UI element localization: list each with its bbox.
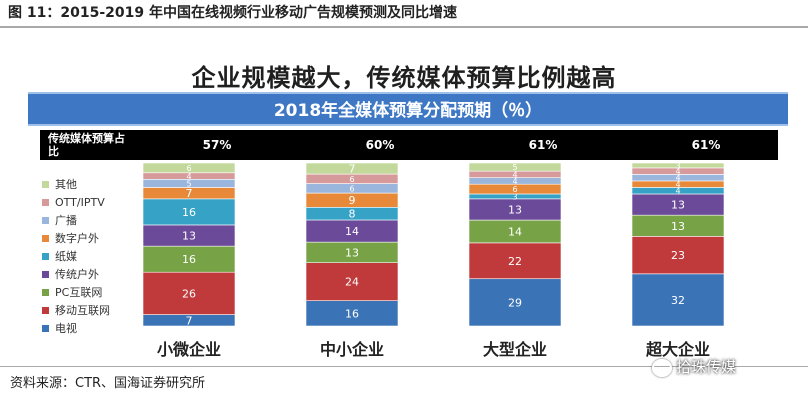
- bar-segment: [468, 278, 562, 327]
- bar-segment: [142, 162, 236, 174]
- bar-value-label: 4: [675, 167, 680, 176]
- bar-value-label: 8: [349, 208, 356, 221]
- bar-value-label: 7: [186, 187, 193, 200]
- bar-value-label: 6: [349, 175, 354, 184]
- bar-value-label: 13: [345, 246, 359, 259]
- ratio-value: 61%: [691, 138, 721, 152]
- bar-value-label: 14: [345, 225, 359, 238]
- bar-value-label: 16: [182, 206, 196, 219]
- bar-segment: [631, 162, 725, 169]
- legend-label: 纸媒: [55, 250, 77, 263]
- legend-swatch: [42, 216, 49, 224]
- bar-value-label: 9: [349, 194, 356, 207]
- category-label: 大型企业: [482, 340, 547, 359]
- bar-value-label: 23: [671, 249, 685, 262]
- legend-swatch: [42, 270, 49, 278]
- legend-swatch: [42, 324, 49, 332]
- legend-swatch: [42, 306, 49, 314]
- legend-label: PC互联网: [55, 286, 103, 299]
- bar-value-label: 14: [508, 225, 522, 238]
- title-divider: [0, 26, 808, 28]
- legend-item: 其他: [42, 176, 142, 194]
- bar-value-label: 4: [186, 172, 191, 181]
- wechat-icon: [652, 358, 672, 377]
- bar-value-label: 7: [349, 163, 356, 176]
- legend-swatch: [42, 180, 49, 188]
- legend-item: 传统户外: [42, 266, 142, 284]
- bar-value-label: 32: [671, 294, 685, 307]
- legend-label: 移动互联网: [55, 304, 110, 317]
- legend-item: OTT/IPTV: [42, 194, 142, 212]
- bar-segment: [468, 162, 562, 172]
- legend-label: 传统户外: [55, 268, 99, 281]
- bar-segment: [142, 198, 236, 226]
- bar-value-label: 13: [671, 199, 685, 212]
- legend-item: PC互联网: [42, 284, 142, 302]
- bar-segment: [142, 245, 236, 273]
- bar-segment: [305, 162, 399, 175]
- bar-value-label: 4: [675, 180, 680, 189]
- bar-segment: [631, 273, 725, 327]
- legend-item: 移动互联网: [42, 302, 142, 320]
- legend-item: 数字户外: [42, 230, 142, 248]
- ratio-value: 61%: [528, 138, 558, 152]
- bar-value-label: 13: [671, 220, 685, 233]
- chart-legend: 其他 OTT/IPTV 广播 数字户外 纸媒 传统户外 PC互联网 移动互联网 …: [42, 176, 142, 338]
- legend-swatch: [42, 198, 49, 206]
- figure-title: 图 11：2015-2019 年中国在线视频行业移动广告规模预测及同比增速: [8, 5, 457, 21]
- legend-label: OTT/IPTV: [55, 196, 105, 209]
- bar-value-label: 4: [675, 187, 680, 196]
- bar-value-label: 5: [512, 163, 517, 172]
- legend-label: 广播: [55, 214, 77, 227]
- bar-value-label: 4: [675, 174, 680, 183]
- bar-value-label: 6: [512, 185, 517, 194]
- bar-value-label: 13: [508, 203, 522, 216]
- bar-value-label: 4: [512, 177, 517, 186]
- ratio-label: 传统媒体预算占比: [48, 132, 125, 158]
- bar-value-label: 3: [512, 192, 517, 201]
- legend-swatch: [42, 288, 49, 296]
- bar-value-label: 26: [182, 287, 196, 300]
- chart-title-banner: 2018年全媒体预算分配预期（％）: [28, 92, 788, 126]
- legend-item: 广播: [42, 212, 142, 230]
- bar-value-label: 6: [349, 184, 354, 193]
- legend-label: 数字户外: [55, 232, 99, 245]
- category-label: 中小企业: [319, 340, 384, 359]
- bar-value-label: 3: [675, 161, 680, 170]
- chart-headline: 企业规模越大，传统媒体预算比例越高: [191, 64, 617, 92]
- ratio-value: 57%: [202, 138, 232, 152]
- bar-value-label: 5: [186, 179, 191, 188]
- traditional-media-ratio-bar: 传统媒体预算占比 57% 60% 61% 61%: [40, 130, 778, 160]
- bar-segment: [305, 300, 399, 327]
- legend-swatch: [42, 252, 49, 260]
- category-label: 小微企业: [156, 340, 221, 359]
- legend-item: 电视: [42, 320, 142, 338]
- bar-value-label: 13: [182, 230, 196, 243]
- bar-segment: [305, 262, 399, 301]
- legend-label: 电视: [55, 322, 77, 335]
- legend-item: 纸媒: [42, 248, 142, 266]
- bar-value-label: 16: [345, 307, 359, 320]
- source-note: 资料来源：CTR、国海证券研究所: [10, 376, 206, 391]
- category-label: 超大企业: [645, 340, 710, 359]
- source-divider: [0, 366, 808, 367]
- legend-label: 其他: [55, 178, 77, 191]
- bar-value-label: 16: [182, 253, 196, 266]
- bar-value-label: 22: [508, 255, 522, 268]
- bar-value-label: 4: [512, 170, 517, 179]
- bar-segment: [468, 242, 562, 280]
- bar-value-label: 29: [508, 296, 522, 309]
- bar-value-label: 6: [186, 164, 191, 173]
- bar-segment: [142, 271, 236, 315]
- bar-value-label: 7: [186, 314, 193, 327]
- watermark-text: 拾珠传媒: [676, 358, 737, 376]
- ratio-value: 60%: [365, 138, 395, 152]
- watermark: 拾珠传媒: [652, 356, 802, 378]
- legend-swatch: [42, 234, 49, 242]
- bar-value-label: 24: [345, 276, 359, 289]
